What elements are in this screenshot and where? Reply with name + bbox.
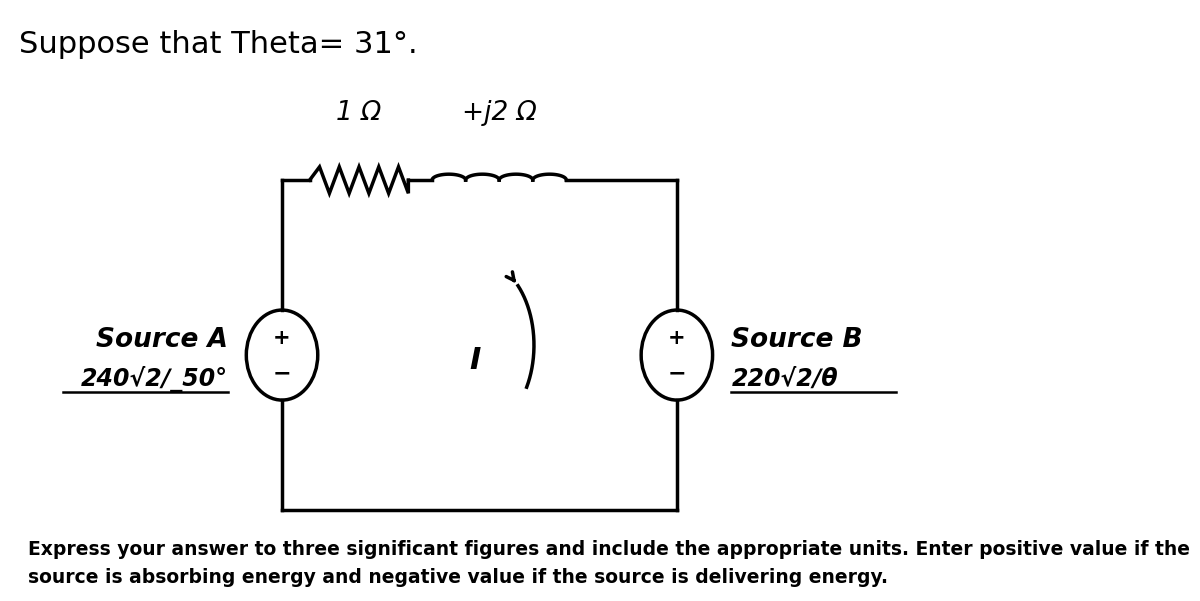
- Text: 1 Ω: 1 Ω: [336, 100, 382, 126]
- Text: 240√2∕_50°: 240√2∕_50°: [80, 366, 228, 392]
- Text: +: +: [668, 328, 685, 348]
- Text: −: −: [272, 363, 292, 383]
- Text: +: +: [274, 328, 290, 348]
- Text: 220√2∕θ: 220√2∕θ: [731, 367, 838, 391]
- Text: +j2 Ω: +j2 Ω: [462, 100, 536, 126]
- Text: −: −: [667, 363, 686, 383]
- Text: Source B: Source B: [731, 327, 863, 353]
- Text: Suppose that Theta= 31°.: Suppose that Theta= 31°.: [19, 30, 418, 59]
- Text: Source A: Source A: [96, 327, 228, 353]
- Text: I: I: [469, 346, 480, 374]
- Text: Express your answer to three significant figures and include the appropriate uni: Express your answer to three significant…: [29, 540, 1190, 587]
